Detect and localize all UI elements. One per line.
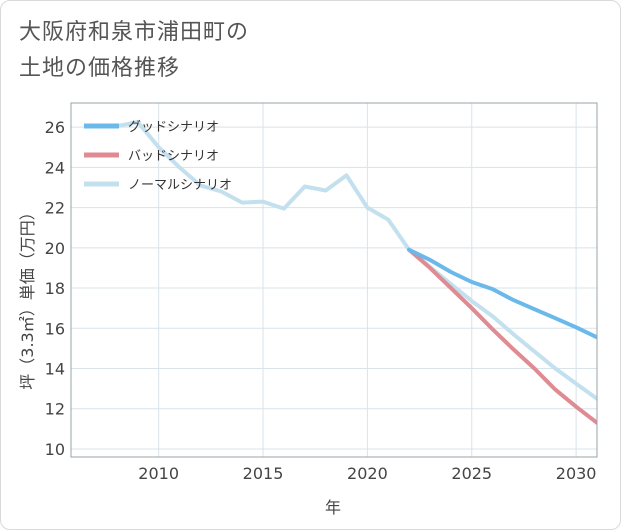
x-tick-label: 2020 (347, 464, 388, 483)
legend-label-0: グッドシナリオ (128, 120, 219, 135)
series-line-0 (407, 247, 597, 340)
title-line-2: 土地の価格推移 (19, 56, 181, 81)
legend-label-1: バッドシナリオ (128, 149, 219, 164)
y-tick-label: 22 (45, 199, 65, 218)
title-line-1: 大阪府和泉市浦田町の (19, 20, 250, 45)
y-tick-label: 26 (45, 118, 65, 137)
x-tick-label: 2025 (451, 464, 492, 483)
axes: 10 12 14 16 18 20 22 24 26 2010 2015 2020 2025 2030 (45, 102, 598, 483)
y-tick-label: 18 (45, 279, 65, 298)
y-tick-label: 16 (45, 319, 65, 338)
plot-frame (70, 102, 598, 458)
y-tick-label: 20 (45, 239, 65, 258)
y-axis-title: 坪（3.3㎡）単価（万円） (18, 204, 37, 389)
y-tick-label: 10 (45, 440, 65, 459)
series-line-1 (407, 247, 597, 425)
y-tick-label: 24 (45, 158, 65, 177)
x-tick-label: 2030 (556, 464, 597, 483)
y-tick-label: 12 (45, 400, 65, 419)
x-tick-label: 2015 (243, 464, 284, 483)
series-line-2 (114, 120, 597, 401)
chart-title: 大阪府和泉市浦田町の 土地の価格推移 (19, 15, 249, 87)
y-tick-label: 14 (45, 360, 65, 379)
legend-label-2: ノーマルシナリオ (128, 178, 232, 193)
x-tick-label: 2010 (138, 464, 179, 483)
series-lines (114, 120, 597, 425)
x-axis-title: 年 (325, 498, 341, 517)
